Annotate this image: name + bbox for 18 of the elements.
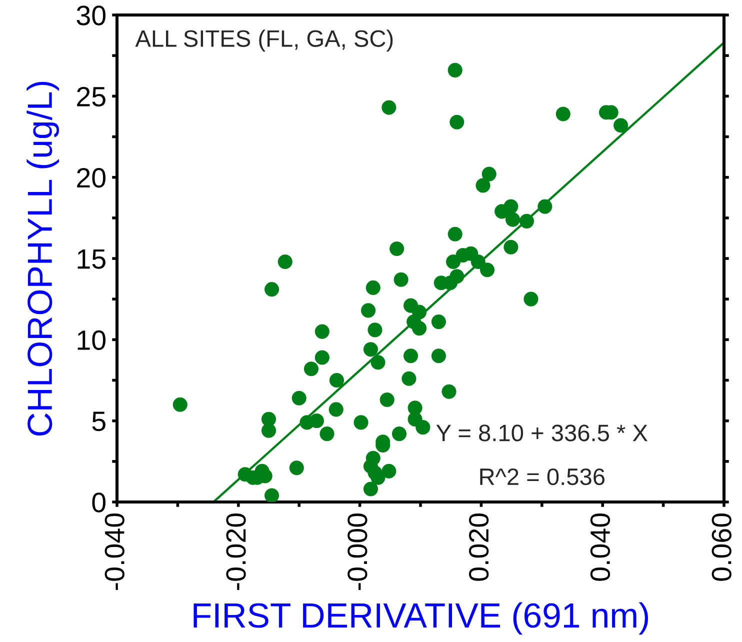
y-tick-label: 25 [77, 86, 106, 107]
x-tick-label: -0.000 [348, 513, 368, 590]
y-axis-title: CHLOROPHYLL (ug/L) [26, 82, 60, 436]
y-tick-label: 10 [78, 330, 106, 350]
annotation: R^2 = 0.536 [480, 468, 604, 486]
y-tick-label: 15 [78, 249, 106, 269]
x-tick-label: 0.020 [468, 513, 489, 581]
annotation: Y = 8.10 + 336.5 * X [436, 424, 648, 442]
y-tick-label: 5 [92, 412, 106, 432]
y-tick-label: 20 [77, 168, 106, 188]
y-tick-label: 30 [76, 6, 106, 26]
x-tick-label: -0.040 [104, 513, 124, 590]
x-tick-label: 0.040 [590, 513, 610, 581]
x-tick-label: -0.020 [226, 513, 246, 590]
y-tick-label: 0 [92, 492, 106, 512]
x-axis-title: FIRST DERIVATIVE (691 nm) [194, 602, 648, 635]
annotation: ALL SITES (FL, GA, SC) [135, 30, 393, 52]
x-tick-label: 0.060 [712, 513, 732, 581]
